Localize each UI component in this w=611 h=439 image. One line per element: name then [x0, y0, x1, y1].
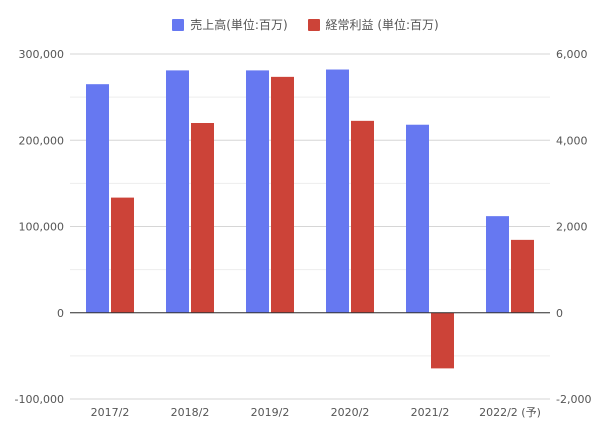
- profit-bar-4: [431, 312, 454, 369]
- right-axis-tick-label: 4,000: [556, 134, 588, 147]
- legend-swatch-profit: [307, 19, 320, 31]
- left-axis-tick-label: 0: [57, 307, 64, 320]
- x-axis-tick-label: 2017/2: [91, 406, 130, 419]
- chart-legend: 売上高(単位:百万) 経常利益 (単位:百万): [0, 16, 611, 33]
- tick-labels: 300,000 200,000 100,000 0 -100,000 6,000 4,000…: [15, 48, 592, 419]
- right-axis-tick-label: -2,000: [556, 393, 591, 406]
- legend-label-profit: 経常利益 (単位:百万): [325, 18, 439, 32]
- left-axis-tick-label: 200,000: [19, 134, 65, 147]
- legend-swatch-sales: [172, 19, 185, 31]
- legend-item-sales[interactable]: 売上高(単位:百万): [172, 16, 288, 33]
- sales-bar-2: [246, 70, 269, 313]
- right-axis-tick-label: 0: [556, 307, 563, 320]
- right-axis-tick-label: 6,000: [556, 48, 588, 61]
- profit-bar-2: [271, 76, 294, 313]
- sales-bar-3: [326, 69, 349, 313]
- sales-bar-4: [406, 124, 429, 313]
- x-axis-tick-label: 2020/2: [331, 406, 370, 419]
- gridlines: [70, 53, 550, 400]
- profit-bar-1: [191, 123, 214, 313]
- right-axis-tick-label: 2,000: [556, 221, 588, 234]
- sales-bar-0: [86, 84, 109, 313]
- x-axis-tick-label: 2019/2: [251, 406, 290, 419]
- left-axis-tick-label: 100,000: [19, 221, 65, 234]
- legend-item-profit[interactable]: 経常利益 (単位:百万): [307, 16, 439, 33]
- left-axis-tick-label: -100,000: [15, 393, 64, 406]
- sales-bar-5: [486, 216, 509, 313]
- profit-bar-0: [111, 197, 134, 313]
- sales-bar-1: [166, 70, 189, 313]
- left-axis-tick-label: 300,000: [19, 48, 65, 61]
- bars: [86, 69, 534, 369]
- profit-bar-5: [511, 239, 534, 313]
- x-axis-tick-label: 2022/2 (予): [479, 406, 541, 419]
- profit-bar-3: [351, 120, 374, 313]
- x-axis-tick-label: 2018/2: [171, 406, 210, 419]
- legend-label-sales: 売上高(単位:百万): [190, 18, 288, 32]
- x-axis-tick-label: 2021/2: [411, 406, 450, 419]
